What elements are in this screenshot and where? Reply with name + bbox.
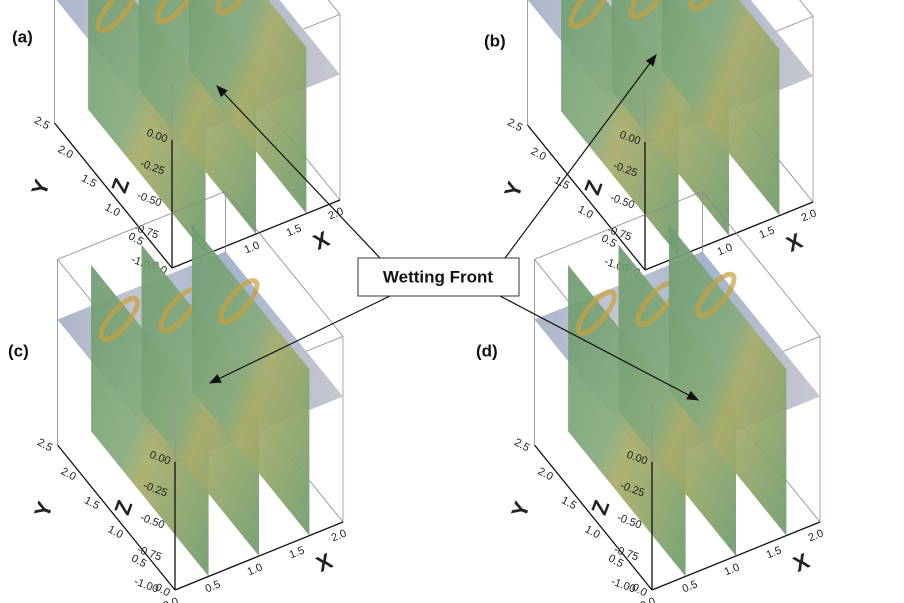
y-tick-label: 1.5: [559, 494, 578, 512]
x-tick-label: 2.0: [800, 207, 819, 224]
y-tick-label: 1.5: [79, 172, 98, 190]
z-tick-label: -1.00: [132, 576, 160, 596]
x-tick-label: 1.5: [758, 224, 777, 241]
y-tick-label: 1.0: [583, 523, 602, 541]
x-tick-label: 1.5: [285, 222, 304, 239]
y-axis-label: Y: [506, 498, 535, 521]
x-tick-label: 1.0: [723, 561, 742, 578]
x-axis-label: X: [782, 228, 806, 257]
y-tick-label: 1.5: [82, 494, 101, 512]
panel-label: (d): [476, 341, 498, 360]
panel-label: (b): [484, 31, 506, 50]
panel-label: (c): [8, 341, 29, 360]
x-tick-label: 1.0: [243, 239, 262, 256]
y-tick-label: 2.0: [536, 465, 555, 483]
x-tick-label: 0.5: [681, 578, 700, 595]
y-tick-label: 2.5: [505, 116, 524, 134]
x-tick-label: 1.5: [288, 544, 307, 561]
x-tick-label: 0.5: [204, 578, 223, 595]
x-tick-label: 1.0: [716, 241, 735, 258]
y-tick-label: 2.5: [512, 436, 531, 454]
panel: 0.00.51.01.52.00.00.51.01.52.02.50.00-0.…: [29, 191, 348, 603]
panels: 0.00.51.01.52.00.00.51.01.52.02.50.00-0.…: [8, 0, 825, 603]
x-tick-label: 1.0: [246, 561, 265, 578]
y-axis-label: Y: [29, 498, 58, 521]
y-axis-label: Y: [499, 178, 528, 201]
y-tick-label: 2.5: [35, 436, 54, 454]
y-tick-label: 1.0: [576, 203, 595, 221]
x-tick-label: 2.0: [327, 205, 346, 222]
y-tick-label: 1.0: [106, 523, 125, 541]
panel: 0.00.51.01.52.00.00.51.01.52.02.50.00-0.…: [499, 0, 818, 292]
panel-label: (a): [12, 27, 33, 46]
figure: 0.00.51.01.52.00.00.51.01.52.02.50.00-0.…: [0, 0, 904, 603]
y-tick-label: 2.0: [529, 145, 548, 163]
y-tick-label: 2.5: [32, 114, 51, 132]
x-axis-label: X: [309, 226, 333, 255]
x-tick-label: 2.0: [330, 527, 349, 544]
panel: 0.00.51.01.52.00.00.51.01.52.02.50.00-0.…: [506, 191, 825, 603]
x-tick-label: 1.5: [765, 544, 784, 561]
z-tick-label: -1.00: [609, 576, 637, 596]
y-tick-label: 2.0: [59, 465, 78, 483]
panel: 0.00.51.01.52.00.00.51.01.52.02.50.00-0.…: [26, 0, 345, 290]
y-tick-label: 2.0: [56, 143, 75, 161]
y-tick-label: 1.0: [103, 201, 122, 219]
x-tick-label: 2.0: [807, 527, 826, 544]
annotation-text: Wetting Front: [383, 267, 493, 286]
x-axis-label: X: [312, 548, 336, 577]
x-axis-label: X: [789, 548, 813, 577]
y-axis-label: Y: [26, 176, 55, 199]
y-tick-label: 1.5: [552, 174, 571, 192]
